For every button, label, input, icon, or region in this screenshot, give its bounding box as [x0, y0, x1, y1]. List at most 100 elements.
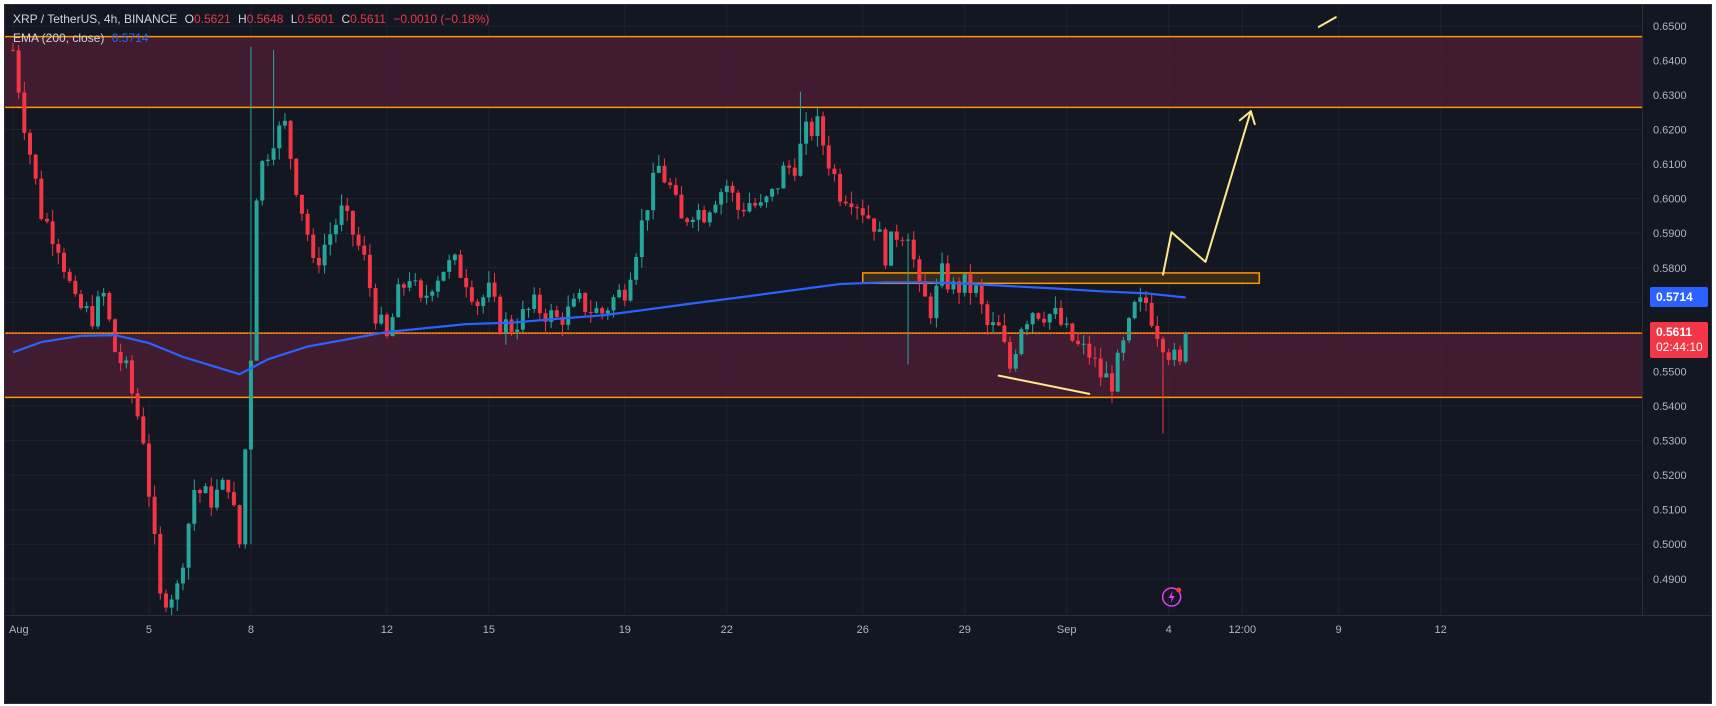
- candle-body: [163, 593, 168, 608]
- y-tick-label: 0.4900: [1653, 574, 1687, 586]
- candle-body: [690, 219, 695, 223]
- projected-path: [1162, 110, 1252, 276]
- y-tick-label: 0.6200: [1653, 125, 1687, 137]
- candle-body: [702, 209, 707, 223]
- x-tick-label: 29: [959, 624, 971, 636]
- candle-body: [1013, 354, 1018, 369]
- x-tick-label: 4: [1166, 624, 1172, 636]
- candle-body: [673, 185, 678, 195]
- candle-body: [95, 296, 100, 327]
- candle-body: [662, 165, 667, 183]
- candle-body: [815, 116, 820, 137]
- candle-body: [11, 50, 15, 52]
- candle-body: [838, 174, 843, 202]
- candle-body: [316, 257, 321, 266]
- candle-body: [118, 351, 123, 364]
- candle-body: [84, 306, 89, 309]
- ema-price-badge: 0.5714: [1650, 287, 1708, 308]
- candle-body: [486, 282, 491, 298]
- candle-body: [1110, 373, 1115, 392]
- x-tick-label: Aug: [9, 624, 29, 636]
- candle-body: [1087, 343, 1092, 358]
- candle-body: [849, 203, 854, 208]
- candle-body: [883, 229, 888, 266]
- candle-body: [16, 50, 21, 93]
- candle-body: [73, 280, 78, 295]
- candle-body: [61, 252, 66, 272]
- candle-body: [600, 308, 605, 314]
- price-axis[interactable]: 0.6500 0.6400 0.6300 0.6200 0.6100 0.6000 0.59…: [1642, 5, 1687, 615]
- breakout-box: [862, 272, 1261, 285]
- candle-body: [532, 294, 537, 309]
- candle-body: [203, 486, 208, 494]
- candle-body: [685, 218, 690, 223]
- candle-body: [1008, 342, 1013, 369]
- candle-body: [50, 221, 55, 245]
- x-tick-label: 5: [146, 624, 152, 636]
- candle-body: [362, 245, 367, 255]
- candle-body: [492, 282, 497, 297]
- candle-body: [124, 360, 129, 364]
- x-tick-label: Sep: [1057, 624, 1077, 636]
- ema-label[interactable]: EMA (200, close): [13, 31, 105, 45]
- candle-body: [248, 360, 253, 450]
- legend-ema-row[interactable]: EMA (200, close) 0.5714: [13, 31, 148, 45]
- candle-body: [668, 182, 673, 186]
- candle-body: [1172, 349, 1177, 360]
- y-tick-label: 0.6100: [1653, 159, 1687, 171]
- candle-body: [566, 306, 571, 325]
- candle-body: [243, 449, 248, 545]
- candle-body: [129, 360, 134, 394]
- candle-body: [622, 289, 627, 301]
- candle-body: [985, 304, 990, 326]
- candle-body: [1076, 340, 1081, 344]
- candle-body: [452, 254, 457, 261]
- candle-body: [951, 281, 956, 290]
- candle-body: [707, 212, 712, 223]
- candle-body: [209, 486, 214, 508]
- chart-canvas[interactable]: 0.6500 0.6400 0.6300 0.6200 0.6100 0.6000 0.59…: [5, 5, 1711, 703]
- time-axis[interactable]: Aug 5 8 12 15 19 22 26 29 Sep 4 12:00 9 12: [5, 615, 1711, 637]
- candle-body: [741, 209, 746, 212]
- candle-body: [639, 220, 644, 257]
- lightning-icon-ring: [1161, 587, 1182, 607]
- candle-body: [526, 308, 531, 310]
- candle-body: [758, 202, 763, 206]
- lightning-icon[interactable]: [1161, 587, 1182, 607]
- candle-body: [764, 196, 769, 203]
- candle-body: [560, 316, 565, 325]
- candle-body: [180, 567, 185, 584]
- candle-body: [917, 259, 922, 282]
- candle-body: [1098, 358, 1103, 378]
- candle-body: [299, 194, 304, 214]
- candle-body: [571, 298, 576, 307]
- descending-trendline: [997, 374, 1091, 395]
- candle-body: [1138, 297, 1143, 302]
- candle-body: [339, 205, 344, 225]
- candle-body: [214, 489, 219, 508]
- lightning-bolt: [1168, 591, 1175, 603]
- last-price-text: 0.5611: [1656, 325, 1693, 340]
- last-price-badge: 0.5611 02:44:10: [1650, 322, 1708, 359]
- candle-body: [1019, 329, 1024, 355]
- symbol-label[interactable]: XRP / TetherUS, 4h, BINANCE: [13, 12, 178, 26]
- candle-body: [78, 294, 83, 309]
- candle-body: [945, 263, 950, 290]
- candle-body: [1144, 297, 1148, 304]
- y-tick-label: 0.6500: [1653, 21, 1687, 33]
- candle-body: [934, 285, 939, 319]
- candle-body: [634, 256, 639, 280]
- candle-body: [373, 288, 378, 324]
- candle-body: [719, 192, 724, 205]
- candle-body: [832, 168, 837, 175]
- candle-body: [260, 161, 265, 201]
- y-tick-label: 0.6300: [1653, 90, 1687, 102]
- candle-body: [713, 204, 718, 213]
- candle-body: [1177, 349, 1182, 362]
- y-tick-label: 0.5900: [1653, 228, 1687, 240]
- candle-body: [186, 523, 191, 568]
- candle-body: [345, 205, 350, 211]
- candle-body: [543, 313, 548, 322]
- candle-body: [396, 284, 401, 318]
- candle-body: [730, 185, 735, 193]
